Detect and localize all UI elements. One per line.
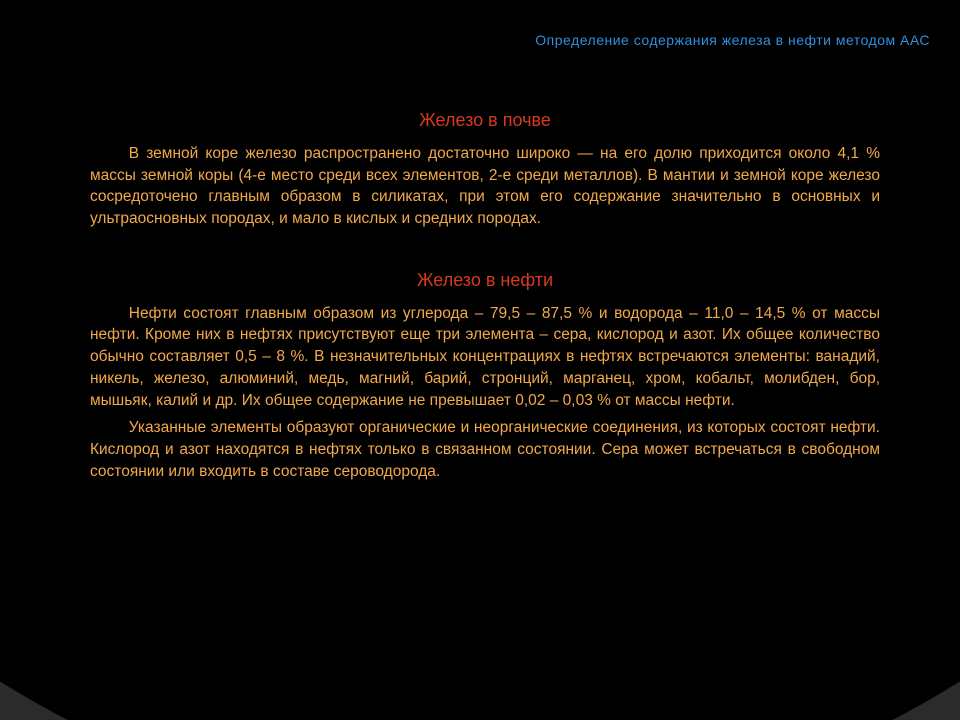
slide: Определение содержания железа в нефти ме… <box>0 0 960 720</box>
slide-content: Определение содержания железа в нефти ме… <box>0 0 960 720</box>
paragraph: Нефти состоят главным образом из углерод… <box>90 303 880 411</box>
slide-header: Определение содержания железа в нефти ме… <box>535 32 930 48</box>
spacer <box>90 236 880 270</box>
section-title-soil: Железо в почве <box>90 110 880 131</box>
slide-body: Железо в почве В земной коре железо расп… <box>90 110 880 488</box>
section-title-oil: Железо в нефти <box>90 270 880 291</box>
paragraph: В земной коре железо распространено дост… <box>90 143 880 230</box>
paragraph: Указанные элементы образуют органические… <box>90 417 880 482</box>
